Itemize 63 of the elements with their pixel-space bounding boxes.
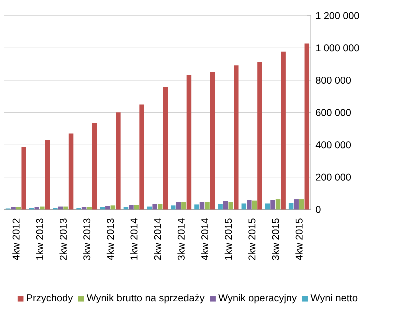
bar	[265, 204, 270, 210]
bar	[223, 200, 228, 210]
bar	[252, 200, 258, 210]
bar	[247, 200, 252, 210]
bar	[288, 202, 294, 210]
bar	[242, 204, 247, 210]
x-tick-label: 2kw 2015	[248, 218, 256, 260]
x-tick-label: 3kw 2014	[178, 218, 185, 260]
legend-label: Wyni netto	[310, 294, 358, 304]
bar	[304, 44, 310, 210]
bar	[92, 122, 98, 210]
bar	[205, 202, 210, 210]
bar	[22, 146, 26, 210]
bar	[45, 140, 50, 210]
bar	[171, 205, 176, 210]
x-tick-label: 4kw 2012	[12, 218, 20, 260]
bar	[124, 206, 129, 210]
bar	[234, 65, 239, 210]
y-tick-label: 1 000 000	[316, 44, 360, 52]
x-tick-label: 4kw 2013	[106, 218, 114, 260]
legend-label: Wynik operacyjny	[218, 294, 298, 304]
bar	[228, 202, 234, 210]
bar	[129, 204, 134, 210]
bar	[300, 199, 304, 210]
y-tick-label: 400 000	[316, 141, 352, 148]
bar	[200, 202, 205, 210]
x-tick-label: 2kw 2013	[60, 218, 68, 260]
y-tick-label: 200 000	[316, 174, 352, 181]
bar	[110, 205, 116, 210]
bar	[186, 75, 192, 210]
x-tick-label: 2kw 2014	[154, 218, 162, 260]
x-tick-label: 1kw 2015	[224, 218, 232, 260]
x-tick-label: 1kw 2013	[36, 218, 44, 260]
x-tick-label: 1kw 2014	[130, 218, 138, 260]
bar	[68, 134, 74, 210]
y-tick-label: 1 200 000	[316, 12, 360, 20]
x-tick-label: 4kw 2014	[201, 218, 209, 260]
x-tick-label: 3kw 2015	[272, 218, 280, 260]
bar	[210, 72, 216, 210]
bar	[34, 206, 40, 210]
x-tick-label: 4kw 2015	[296, 218, 303, 260]
bar	[116, 112, 121, 210]
bar	[218, 204, 223, 210]
y-tick-label: 600 000	[316, 109, 352, 116]
bar	[281, 52, 286, 210]
bar	[64, 206, 68, 210]
x-tick-label: 3kw 2013	[83, 218, 91, 260]
legend-label: Przychody	[27, 294, 74, 304]
y-tick-label: 0	[316, 206, 321, 214]
bar	[140, 104, 144, 210]
bar	[163, 87, 168, 210]
bar	[294, 199, 299, 210]
bar	[258, 62, 262, 210]
legend-label: Wynik brutto na sprzedaży	[86, 294, 205, 304]
bar	[40, 206, 45, 210]
y-tick-label: 800 000	[316, 76, 352, 84]
bar	[270, 200, 276, 210]
bar	[276, 199, 281, 210]
bar	[106, 206, 110, 210]
bar	[182, 202, 186, 210]
bar	[152, 204, 158, 210]
bar	[194, 204, 200, 210]
bar	[176, 202, 182, 210]
